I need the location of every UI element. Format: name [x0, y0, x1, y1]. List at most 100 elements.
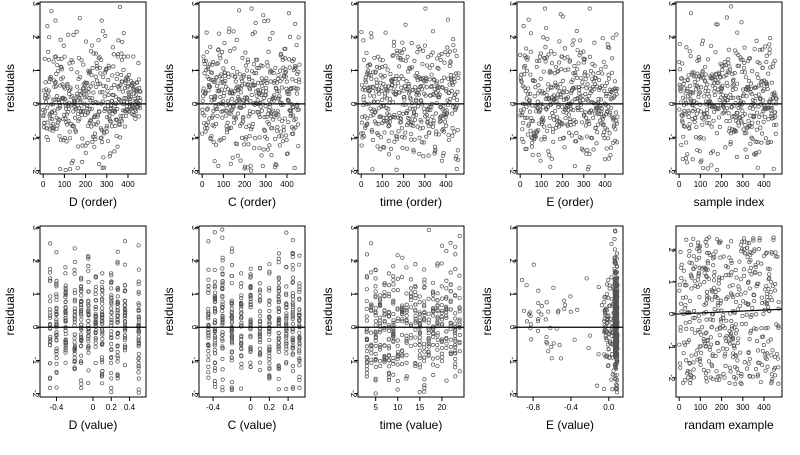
- data-point: [103, 33, 108, 38]
- data-point: [732, 129, 737, 134]
- data-point: [386, 294, 392, 299]
- x-tick-label: 100: [376, 180, 390, 189]
- data-point: [370, 138, 375, 143]
- data-point: [429, 84, 434, 89]
- data-point: [688, 11, 694, 16]
- data-point: [245, 57, 251, 62]
- data-point: [373, 267, 378, 272]
- data-point: [373, 358, 378, 363]
- data-point: [273, 136, 278, 142]
- data-point: [408, 120, 413, 125]
- data-point: [63, 287, 68, 292]
- data-point: [435, 84, 440, 89]
- data-point: [716, 277, 721, 282]
- data-point: [213, 351, 218, 356]
- data-point: [408, 293, 413, 298]
- data-point: [69, 58, 74, 63]
- y-tick-label: 2: [508, 259, 517, 264]
- data-point: [122, 337, 127, 342]
- data-point: [369, 357, 374, 362]
- data-point: [233, 79, 238, 84]
- data-point: [262, 127, 267, 132]
- data-point: [696, 94, 701, 99]
- data-point: [263, 134, 268, 139]
- data-point: [109, 86, 114, 91]
- data-point: [716, 287, 721, 292]
- data-point: [607, 331, 612, 336]
- data-point: [67, 167, 72, 172]
- data-point: [284, 305, 289, 310]
- data-point: [613, 127, 618, 132]
- data-point: [364, 318, 369, 323]
- data-point: [735, 30, 740, 35]
- data-point: [541, 118, 546, 123]
- data-point: [284, 137, 289, 142]
- data-point: [220, 367, 225, 372]
- data-point: [258, 265, 263, 271]
- data-point: [63, 317, 68, 322]
- data-point: [267, 143, 272, 148]
- data-point: [364, 50, 369, 55]
- data-point: [726, 47, 731, 52]
- data-point: [559, 54, 564, 59]
- data-point: [269, 153, 274, 158]
- data-point: [552, 108, 558, 114]
- data-point: [571, 122, 577, 127]
- data-point: [749, 272, 754, 277]
- data-point: [54, 351, 59, 357]
- data-point: [109, 360, 114, 365]
- data-point: [61, 116, 66, 121]
- data-point: [248, 163, 253, 168]
- data-point: [680, 380, 686, 385]
- data-point: [273, 113, 279, 118]
- data-point: [201, 54, 206, 59]
- data-point: [123, 96, 128, 101]
- data-point: [413, 320, 418, 325]
- data-point: [519, 72, 524, 77]
- data-point: [68, 85, 73, 90]
- data-point: [86, 298, 91, 303]
- data-point: [297, 289, 302, 295]
- data-point: [722, 108, 728, 113]
- data-point: [679, 265, 684, 270]
- data-point: [524, 46, 529, 51]
- data-point: [108, 151, 113, 156]
- data-point: [373, 293, 378, 298]
- data-point: [457, 319, 462, 324]
- data-point: [391, 53, 396, 58]
- data-point: [422, 389, 427, 394]
- data-point: [404, 360, 409, 365]
- data-point: [527, 98, 532, 103]
- data-point: [444, 335, 449, 341]
- data-point: [220, 287, 225, 292]
- data-point: [239, 302, 244, 307]
- y-tick-label: 1: [508, 68, 517, 73]
- data-point: [718, 301, 723, 306]
- data-point: [599, 66, 604, 72]
- data-point: [583, 123, 588, 128]
- data-point: [448, 289, 453, 294]
- data-point: [609, 105, 614, 111]
- data-point: [411, 123, 416, 129]
- data-point: [290, 309, 295, 315]
- data-point: [711, 263, 716, 268]
- data-point: [753, 262, 758, 268]
- x-tick-label: 0.4: [124, 403, 136, 412]
- data-point: [694, 111, 699, 116]
- data-point: [87, 107, 92, 112]
- data-point: [588, 110, 593, 115]
- data-point: [417, 356, 422, 361]
- data-point: [768, 65, 773, 70]
- data-point: [544, 300, 549, 305]
- data-point: [239, 296, 244, 301]
- data-point: [51, 59, 56, 64]
- data-point: [115, 301, 120, 306]
- data-point: [760, 131, 765, 136]
- data-point: [386, 337, 391, 342]
- data-point: [94, 60, 99, 65]
- data-point: [615, 140, 620, 145]
- data-point: [106, 63, 111, 68]
- data-point: [397, 90, 402, 95]
- data-point: [452, 48, 457, 53]
- data-point: [696, 85, 701, 90]
